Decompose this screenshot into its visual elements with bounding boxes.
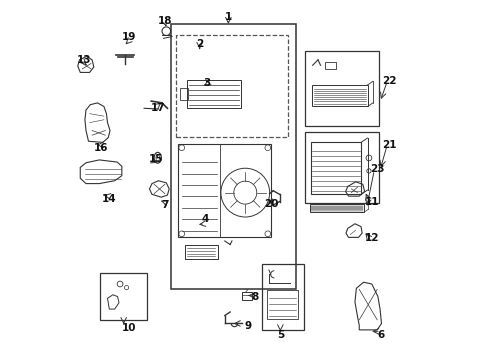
Bar xyxy=(305,132,378,203)
Text: 17: 17 xyxy=(150,103,164,113)
Text: 6: 6 xyxy=(376,330,384,340)
Text: 8: 8 xyxy=(251,292,258,302)
Bar xyxy=(310,142,360,194)
Bar xyxy=(266,291,297,319)
Text: 14: 14 xyxy=(102,194,116,204)
Bar xyxy=(100,273,147,320)
Bar xyxy=(305,51,378,126)
Text: 13: 13 xyxy=(77,55,91,65)
Text: 7: 7 xyxy=(161,200,168,210)
Bar xyxy=(185,244,217,259)
Bar xyxy=(309,204,363,212)
Bar xyxy=(311,85,367,107)
Bar xyxy=(180,88,187,100)
Bar xyxy=(176,35,287,137)
Bar xyxy=(178,144,271,237)
Text: 20: 20 xyxy=(264,199,278,210)
Bar xyxy=(171,24,296,289)
Text: 23: 23 xyxy=(369,164,384,174)
Text: 5: 5 xyxy=(276,330,284,340)
Text: 15: 15 xyxy=(148,154,163,164)
Bar xyxy=(325,62,335,69)
Text: 3: 3 xyxy=(203,78,210,88)
Text: 22: 22 xyxy=(382,76,396,86)
Text: 9: 9 xyxy=(244,321,251,331)
Bar xyxy=(261,264,304,330)
Text: 1: 1 xyxy=(224,12,231,22)
Text: 12: 12 xyxy=(364,233,378,243)
Text: 19: 19 xyxy=(122,32,136,42)
Text: 21: 21 xyxy=(382,140,396,150)
Text: 11: 11 xyxy=(364,197,378,207)
Bar xyxy=(241,292,251,300)
Bar xyxy=(187,80,241,108)
Text: 18: 18 xyxy=(157,17,172,27)
Text: 2: 2 xyxy=(196,39,203,49)
Text: 10: 10 xyxy=(122,323,136,333)
Text: 16: 16 xyxy=(94,143,108,153)
Text: 4: 4 xyxy=(201,215,208,224)
